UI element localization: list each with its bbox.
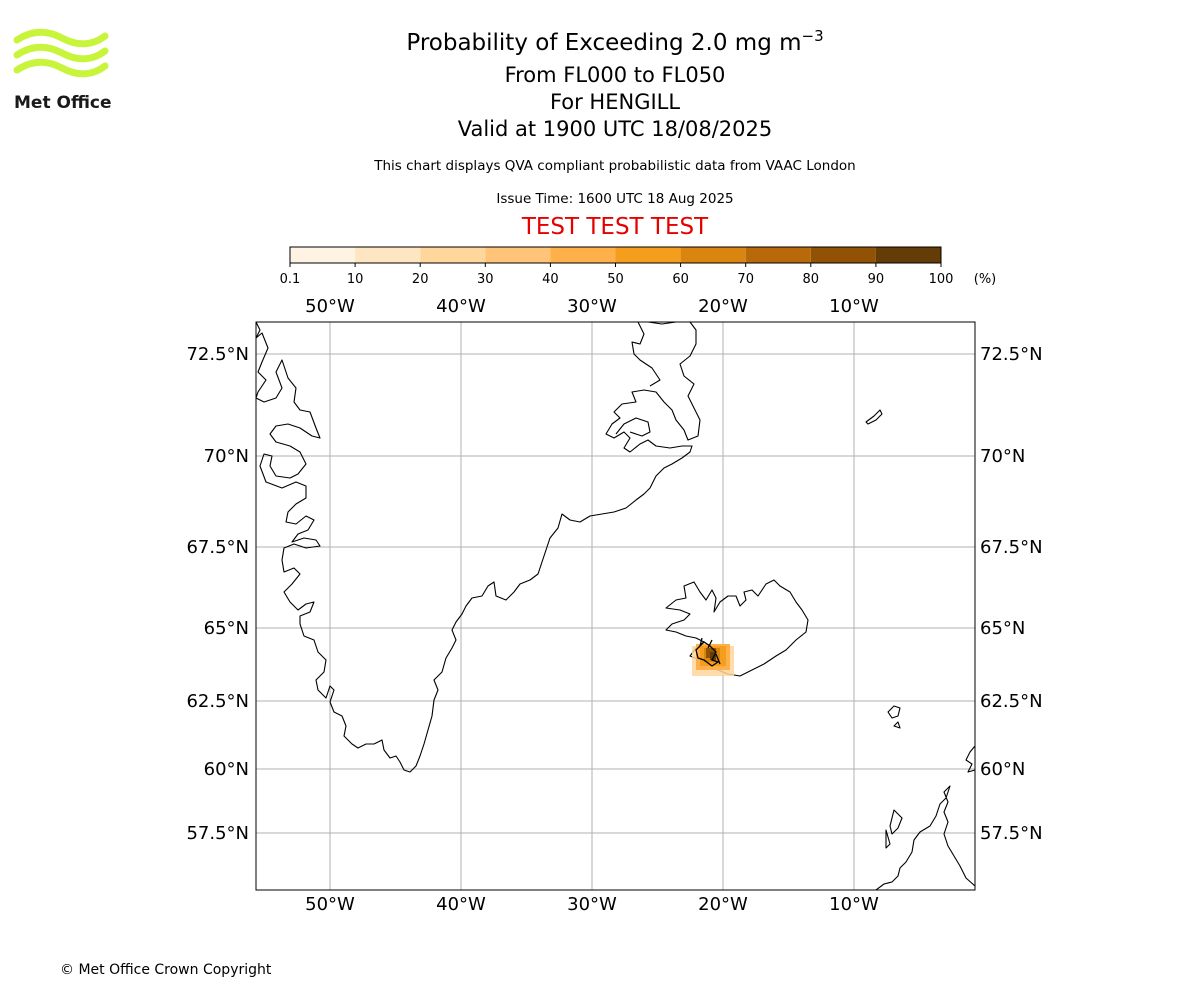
coastlines — [255, 321, 976, 891]
latitude-labels-left: 72.5°N 70°N 67.5°N 65°N 62.5°N 60°N 57.5°N — [186, 344, 249, 844]
latitude-label: 65°N — [204, 618, 249, 639]
colorbar-tick-label: 50 — [607, 272, 624, 287]
colorbar-segment — [355, 247, 421, 263]
colorbar-segment — [615, 247, 681, 263]
valid-time: Valid at 1900 UTC 18/08/2025 — [457, 117, 773, 141]
gridlines — [256, 322, 975, 890]
colorbar-tick-label: 70 — [737, 272, 754, 287]
colorbar-segment — [290, 247, 356, 263]
longitude-label: 50°W — [305, 894, 355, 915]
colorbar-tick-label: 90 — [868, 272, 885, 287]
latitude-label: 72.5°N — [980, 344, 1043, 365]
latitude-label: 67.5°N — [980, 537, 1043, 558]
longitude-labels-bottom: 50°W 40°W 30°W 20°W 10°W — [305, 894, 879, 915]
colorbar-tick-label: 10 — [347, 272, 364, 287]
coastline-iceland — [665, 579, 809, 677]
chart-subtitle: This chart displays QVA compliant probab… — [374, 158, 856, 174]
issue-time: Issue Time: 1600 UTC 18 Aug 2025 — [496, 191, 734, 207]
latitude-label: 60°N — [980, 759, 1025, 780]
chart-title: Probability of Exceeding 2.0 mg m−3 — [0, 27, 1200, 56]
longitude-label: 30°W — [567, 296, 617, 317]
map-panel — [255, 321, 976, 891]
colorbar-tick-label: 20 — [412, 272, 429, 287]
ash-probability-field — [692, 637, 734, 676]
colorbar-segment — [875, 247, 941, 263]
volcano-name: For HENGILL — [549, 90, 681, 114]
colorbar-segment — [680, 247, 746, 263]
map-border — [255, 321, 976, 891]
latitude-labels-right: 72.5°N 70°N 67.5°N 65°N 62.5°N 60°N 57.5°N — [980, 344, 1043, 844]
colorbar-tick-label: 100 — [929, 272, 954, 287]
coastline-faroes — [887, 705, 901, 729]
title-exponent: −3 — [801, 27, 824, 45]
met-office-logo: Met Office — [13, 28, 112, 112]
coastline-greenland — [255, 321, 701, 773]
coastline-jan-mayen — [865, 409, 883, 425]
longitude-label: 20°W — [698, 894, 748, 915]
coastline-norway — [965, 745, 976, 773]
longitude-label: 40°W — [436, 296, 486, 317]
colorbar-tick-label: 40 — [542, 272, 559, 287]
longitude-label: 50°W — [305, 296, 355, 317]
logo-wordmark: Met Office — [14, 93, 112, 112]
latitude-label: 65°N — [980, 618, 1025, 639]
colorbar-tick-label: 30 — [477, 272, 494, 287]
latitude-label: 57.5°N — [980, 823, 1043, 844]
flight-level-range: From FL000 to FL050 — [504, 63, 726, 87]
colorbar-tick-label: 80 — [803, 272, 820, 287]
latitude-label: 67.5°N — [186, 537, 249, 558]
test-banner: TEST TEST TEST — [521, 214, 709, 240]
colorbar-tick-label: 60 — [672, 272, 689, 287]
latitude-label: 70°N — [204, 446, 249, 467]
latitude-label: 62.5°N — [980, 691, 1043, 712]
coastline-hebrides — [885, 809, 903, 849]
longitude-label: 10°W — [829, 894, 879, 915]
coastline-scotland — [875, 785, 976, 891]
coastline-baffin-edge — [255, 321, 261, 339]
colorbar-segment — [745, 247, 811, 263]
latitude-label: 57.5°N — [186, 823, 249, 844]
longitude-label: 20°W — [698, 296, 748, 317]
latitude-label: 72.5°N — [186, 344, 249, 365]
colorbar-unit: (%) — [974, 272, 997, 287]
colorbar-segment — [550, 247, 616, 263]
longitude-label: 30°W — [567, 894, 617, 915]
latitude-label: 62.5°N — [186, 691, 249, 712]
colorbar-segment — [420, 247, 486, 263]
latitude-label: 60°N — [204, 759, 249, 780]
longitude-label: 10°W — [829, 296, 879, 317]
colorbar-tick-label: 0.1 — [280, 272, 301, 287]
longitude-labels-top: 50°W 40°W 30°W 20°W 10°W — [305, 296, 879, 317]
title-text: Probability of Exceeding 2.0 mg m — [406, 30, 802, 56]
copyright-notice: © Met Office Crown Copyright — [60, 962, 272, 978]
colorbar-segment — [810, 247, 876, 263]
colorbar-segment — [485, 247, 551, 263]
longitude-label: 40°W — [436, 894, 486, 915]
latitude-label: 70°N — [980, 446, 1025, 467]
coastline-greenland-fjord — [615, 417, 651, 437]
colorbar: 0.1 10 20 30 40 50 60 70 80 90 100 (%) — [280, 246, 997, 287]
